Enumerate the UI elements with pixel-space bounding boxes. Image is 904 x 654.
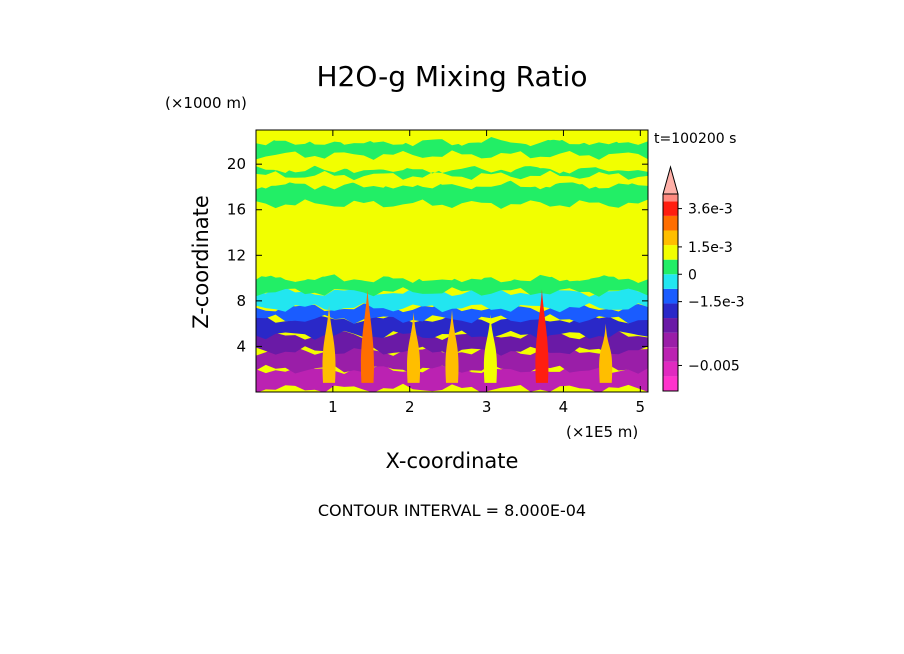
x-tick-label: 4: [559, 398, 569, 416]
colorbar-swatch: [663, 274, 678, 289]
y-tick-label: 16: [227, 201, 246, 219]
colorbar-label: −1.5e-3: [688, 295, 745, 311]
colorbar-label: 0: [688, 267, 697, 283]
x-axis-label: X-coordinate: [386, 449, 519, 473]
colorbar-swatch: [663, 230, 678, 246]
colorbar-swatch: [663, 288, 678, 304]
colorbar-swatch: [663, 318, 678, 333]
x-tick-label: 2: [405, 398, 415, 416]
colorbar-swatch: [663, 259, 678, 275]
colorbar-swatch: [663, 303, 678, 319]
colorbar-labels: 3.6e-3 1.5e-3 0 −1.5e-3 −0.005: [678, 202, 745, 374]
x-axis: 1 2 3 4 5: [328, 130, 645, 416]
colorbar-swatch: [663, 347, 678, 362]
y-tick-label: 20: [227, 155, 246, 173]
colorbar-swatch: [663, 361, 678, 377]
y-tick-label: 8: [236, 292, 246, 310]
field-layer: [256, 199, 648, 283]
y-tick-label: 12: [227, 246, 246, 264]
colorbar: [662, 165, 679, 392]
updraft-plume: [483, 314, 497, 383]
colorbar-swatch: [663, 201, 678, 216]
colorbar-swatch: [663, 376, 678, 391]
colorbar-label: −0.005: [688, 358, 740, 374]
contour-interval-label: CONTOUR INTERVAL = 8.000E-04: [318, 501, 586, 520]
plot-frame: [255, 129, 649, 393]
field-layer: [256, 130, 648, 147]
colorbar-label: 3.6e-3: [688, 202, 733, 218]
colorbar-swatch: [663, 194, 678, 202]
field-layer: [256, 179, 648, 209]
plot-area: [256, 130, 648, 392]
updraft-plume: [322, 305, 336, 383]
colorbar-swatch: [663, 332, 678, 348]
field-layer: [256, 273, 648, 297]
x-tick-label: 1: [328, 398, 338, 416]
updraft-plume: [535, 289, 549, 383]
y-tick-label: 4: [236, 337, 246, 355]
x-unit-label: (×1E5 m): [566, 423, 638, 441]
colorbar-extend-arrow: [662, 165, 679, 195]
y-unit-label: (×1000 m): [165, 94, 247, 112]
colorbar-label: 1.5e-3: [688, 240, 733, 256]
updraft-plume: [599, 323, 613, 383]
x-tick-label: 5: [636, 398, 646, 416]
y-axis: 4 8 12 16 20: [227, 155, 648, 355]
updraft-plume: [407, 312, 421, 383]
colorbar-swatch: [663, 245, 678, 260]
x-tick-label: 3: [482, 398, 492, 416]
updraft-plume: [360, 289, 374, 383]
time-label: t=100200 s: [654, 131, 736, 147]
updraft-plume: [445, 309, 459, 383]
colorbar-swatch: [663, 215, 678, 231]
y-axis-label: Z-coordinate: [189, 195, 213, 329]
chart-title: H2O-g Mixing Ratio: [316, 60, 587, 93]
